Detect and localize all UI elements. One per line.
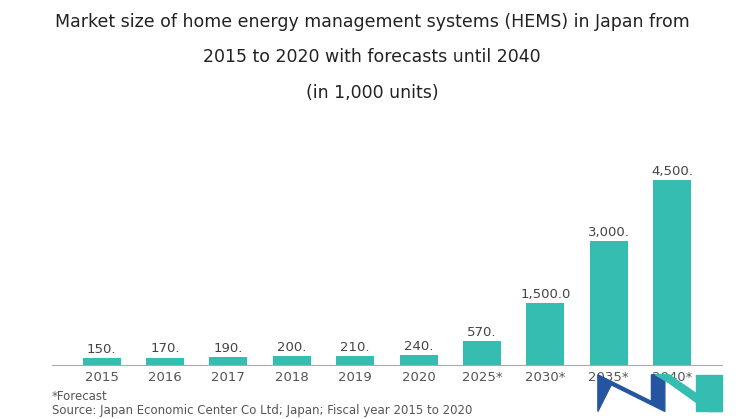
Bar <box>653 180 691 365</box>
Bar <box>590 241 628 365</box>
Text: 1,500.0: 1,500.0 <box>520 288 571 301</box>
Text: Source: Japan Economic Center Co Ltd; Japan; Fiscal year 2015 to 2020: Source: Japan Economic Center Co Ltd; Ja… <box>52 404 472 417</box>
Bar <box>463 341 501 365</box>
Text: 4,500.: 4,500. <box>651 165 693 178</box>
Text: (in 1,000 units): (in 1,000 units) <box>306 84 438 102</box>
Polygon shape <box>598 375 665 411</box>
Text: *Forecast: *Forecast <box>52 390 108 403</box>
Polygon shape <box>655 375 722 411</box>
Bar <box>336 356 374 365</box>
Text: 170.: 170. <box>150 342 180 355</box>
Text: 200.: 200. <box>277 341 307 354</box>
Text: 570.: 570. <box>467 326 497 339</box>
Bar <box>83 358 121 365</box>
Text: 3,000.: 3,000. <box>588 226 629 239</box>
Bar <box>527 303 565 365</box>
Text: Market size of home energy management systems (HEMS) in Japan from: Market size of home energy management sy… <box>54 13 690 31</box>
Text: 2015 to 2020 with forecasts until 2040: 2015 to 2020 with forecasts until 2040 <box>203 48 541 66</box>
Text: 210.: 210. <box>341 341 370 354</box>
Polygon shape <box>696 375 722 411</box>
Text: 240.: 240. <box>404 340 433 353</box>
Bar <box>146 357 184 365</box>
Text: 190.: 190. <box>214 341 243 354</box>
Bar <box>400 354 437 365</box>
Bar <box>273 356 311 365</box>
Bar <box>209 357 247 365</box>
Text: 150.: 150. <box>87 343 116 356</box>
